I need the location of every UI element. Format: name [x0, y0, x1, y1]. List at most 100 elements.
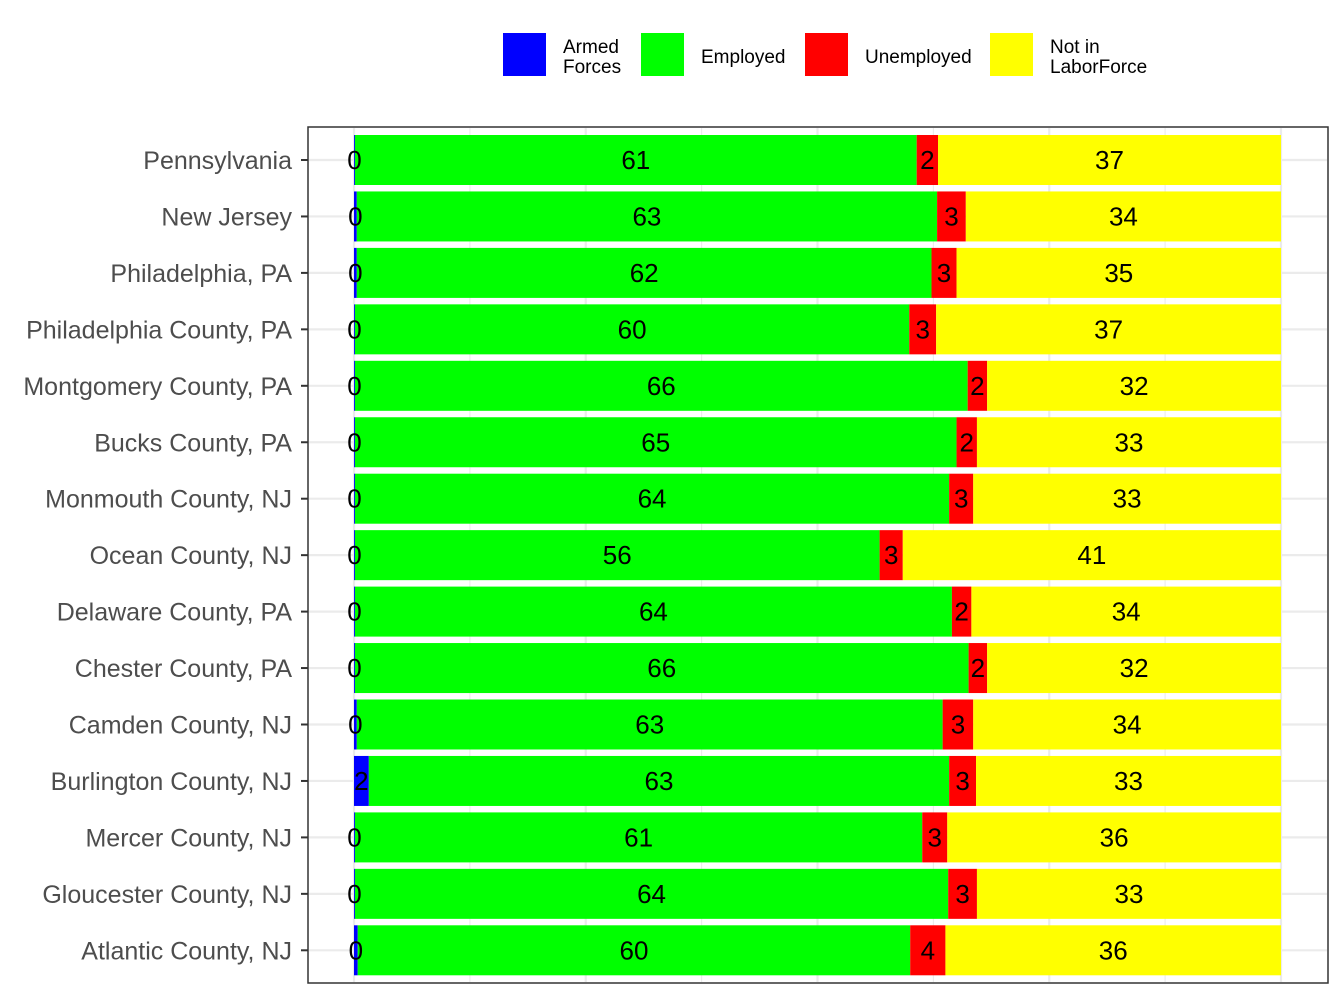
bar-segment-unemployed-burlington-county-nj — [949, 755, 977, 806]
bar-segment-not-in-laborforce-philadelphia-county-pa — [936, 304, 1281, 355]
data-label-unemployed-philadelphia-county-pa: 3 — [915, 314, 929, 344]
bar-segment-not-in-laborforce-burlington-county-nj — [976, 755, 1281, 806]
bar-segment-armed-forces-chester-county-pa — [354, 643, 355, 694]
data-label-unemployed-atlantic-county-nj: 4 — [921, 935, 935, 965]
y-tick-label: Mercer County, NJ — [85, 824, 292, 852]
data-label-employed-philadelphia-pa: 62 — [630, 258, 659, 288]
data-label-employed-ocean-county-nj: 56 — [603, 540, 632, 570]
bar-segment-armed-forces-gloucester-county-nj — [354, 868, 355, 919]
y-axis: Pennsylvania New Jersey Philadelphia, PA Ph… — [23, 147, 308, 965]
y-tick-label: Pennsylvania — [143, 147, 292, 175]
bar-segment-armed-forces-monmouth-county-nj — [354, 473, 355, 524]
legend-label: Not in — [1050, 37, 1100, 58]
y-tick-label: Monmouth County, NJ — [45, 486, 292, 514]
data-label-not-in-laborforce-atlantic-county-nj: 36 — [1099, 935, 1128, 965]
data-label-employed-new-jersey: 63 — [632, 201, 661, 231]
bar-segment-unemployed-monmouth-county-nj — [949, 473, 974, 524]
bar-segment-armed-forces-camden-county-nj — [354, 699, 357, 750]
y-tick-label: Camden County, NJ — [69, 712, 292, 740]
data-label-armed-forces-new-jersey: 0 — [348, 201, 362, 231]
y-tick-label: Montgomery County, PA — [23, 373, 292, 401]
bar-segment-not-in-laborforce-chester-county-pa — [987, 643, 1281, 694]
data-label-armed-forces-bucks-county-pa: 0 — [347, 427, 361, 457]
data-label-not-in-laborforce-delaware-county-pa: 34 — [1112, 597, 1141, 627]
data-label-employed-bucks-county-pa: 65 — [641, 427, 670, 457]
y-tick-label: Bucks County, PA — [94, 429, 292, 457]
data-label-armed-forces-mercer-county-nj: 0 — [347, 822, 361, 852]
data-label-armed-forces-philadelphia-pa: 0 — [348, 258, 362, 288]
data-label-unemployed-montgomery-county-pa: 2 — [970, 371, 984, 401]
bar-segment-unemployed-atlantic-county-nj — [910, 925, 946, 976]
y-tick-label: Ocean County, NJ — [90, 542, 292, 570]
bar-segment-not-in-laborforce-atlantic-county-nj — [945, 925, 1281, 976]
chart-data-labels: 0 61 2 370 63 3 340 62 3 350 60 3 370 66 2 320 65 2 330 64 3… — [347, 145, 1148, 965]
bar-segment-unemployed-gloucester-county-nj — [948, 868, 977, 919]
bar-segment-employed-philadelphia-county-pa — [354, 304, 910, 355]
data-label-armed-forces-atlantic-county-nj: 0 — [349, 935, 363, 965]
bar-segment-unemployed-montgomery-county-pa — [967, 360, 988, 411]
data-label-armed-forces-delaware-county-pa: 0 — [347, 597, 361, 627]
data-label-armed-forces-monmouth-county-nj: 0 — [347, 484, 361, 514]
data-label-armed-forces-montgomery-county-pa: 0 — [347, 371, 361, 401]
y-tick-label: Gloucester County, NJ — [42, 881, 292, 909]
data-label-unemployed-philadelphia-pa: 3 — [937, 258, 951, 288]
legend-label: LaborForce — [1050, 57, 1147, 78]
bar-segment-employed-delaware-county-pa — [354, 586, 952, 637]
bar-segment-employed-new-jersey — [356, 191, 938, 242]
bar-segment-employed-gloucester-county-nj — [354, 868, 949, 919]
bar-segment-not-in-laborforce-gloucester-county-nj — [976, 868, 1281, 919]
bar-segment-not-in-laborforce-philadelphia-pa — [956, 247, 1281, 298]
y-tick-label: Burlington County, NJ — [51, 768, 292, 796]
bar-segment-armed-forces-delaware-county-pa — [354, 586, 355, 637]
bar-segment-employed-camden-county-nj — [356, 699, 943, 750]
data-label-not-in-laborforce-montgomery-county-pa: 32 — [1120, 371, 1149, 401]
data-label-not-in-laborforce-gloucester-county-nj: 33 — [1115, 879, 1144, 909]
data-label-not-in-laborforce-chester-county-pa: 32 — [1120, 653, 1149, 683]
data-label-unemployed-monmouth-county-nj: 3 — [954, 484, 968, 514]
bar-segment-unemployed-pennsylvania — [916, 135, 939, 185]
bar-segment-armed-forces-bucks-county-pa — [354, 417, 355, 468]
data-label-unemployed-delaware-county-pa: 2 — [954, 597, 968, 627]
bar-segment-not-in-laborforce-camden-county-nj — [973, 699, 1281, 750]
data-label-not-in-laborforce-burlington-county-nj: 33 — [1114, 766, 1143, 796]
data-label-unemployed-new-jersey: 3 — [944, 201, 958, 231]
bar-segment-unemployed-philadelphia-pa — [931, 247, 957, 298]
legend-label: Armed — [563, 37, 619, 58]
data-label-employed-philadelphia-county-pa: 60 — [618, 314, 647, 344]
bar-segment-employed-burlington-county-nj — [368, 755, 950, 806]
bar-segment-employed-pennsylvania — [354, 135, 917, 185]
bar-segment-not-in-laborforce-bucks-county-pa — [976, 417, 1281, 468]
data-label-not-in-laborforce-monmouth-county-nj: 33 — [1113, 484, 1142, 514]
data-label-armed-forces-burlington-county-nj: 2 — [354, 766, 368, 796]
data-label-unemployed-burlington-county-nj: 3 — [955, 766, 969, 796]
bar-segment-unemployed-delaware-county-pa — [951, 586, 972, 637]
bar-segment-armed-forces-atlantic-county-nj — [354, 925, 358, 976]
legend-item-unemployed: Unemployed — [805, 33, 972, 76]
data-label-unemployed-ocean-county-nj: 3 — [884, 540, 898, 570]
data-label-employed-monmouth-county-nj: 64 — [638, 484, 667, 514]
bar-segment-not-in-laborforce-ocean-county-nj — [902, 530, 1281, 581]
bar-segment-armed-forces-montgomery-county-pa — [354, 360, 355, 411]
data-label-unemployed-mercer-county-nj: 3 — [928, 822, 942, 852]
data-label-employed-camden-county-nj: 63 — [635, 710, 664, 740]
data-label-not-in-laborforce-new-jersey: 34 — [1109, 201, 1138, 231]
data-label-not-in-laborforce-pennsylvania: 37 — [1095, 145, 1124, 175]
data-label-employed-delaware-county-pa: 64 — [639, 597, 668, 627]
data-label-armed-forces-ocean-county-nj: 0 — [347, 540, 361, 570]
data-label-employed-mercer-county-nj: 61 — [624, 822, 653, 852]
bar-segment-not-in-laborforce-montgomery-county-pa — [987, 360, 1281, 411]
legend-swatch — [641, 33, 684, 76]
legend-label: Employed — [701, 47, 786, 68]
data-label-employed-pennsylvania: 61 — [621, 145, 650, 175]
legend-swatch — [805, 33, 848, 76]
bar-segment-unemployed-ocean-county-nj — [879, 530, 903, 581]
bar-segment-unemployed-mercer-county-nj — [922, 812, 948, 863]
data-label-not-in-laborforce-bucks-county-pa: 33 — [1115, 427, 1144, 457]
legend-swatch — [503, 33, 546, 76]
bar-segment-employed-mercer-county-nj — [354, 812, 923, 863]
bar-segment-not-in-laborforce-mercer-county-nj — [947, 812, 1281, 863]
bar-segment-armed-forces-ocean-county-nj — [354, 530, 355, 581]
data-label-employed-gloucester-county-nj: 64 — [637, 879, 666, 909]
legend-label: Unemployed — [865, 47, 972, 68]
